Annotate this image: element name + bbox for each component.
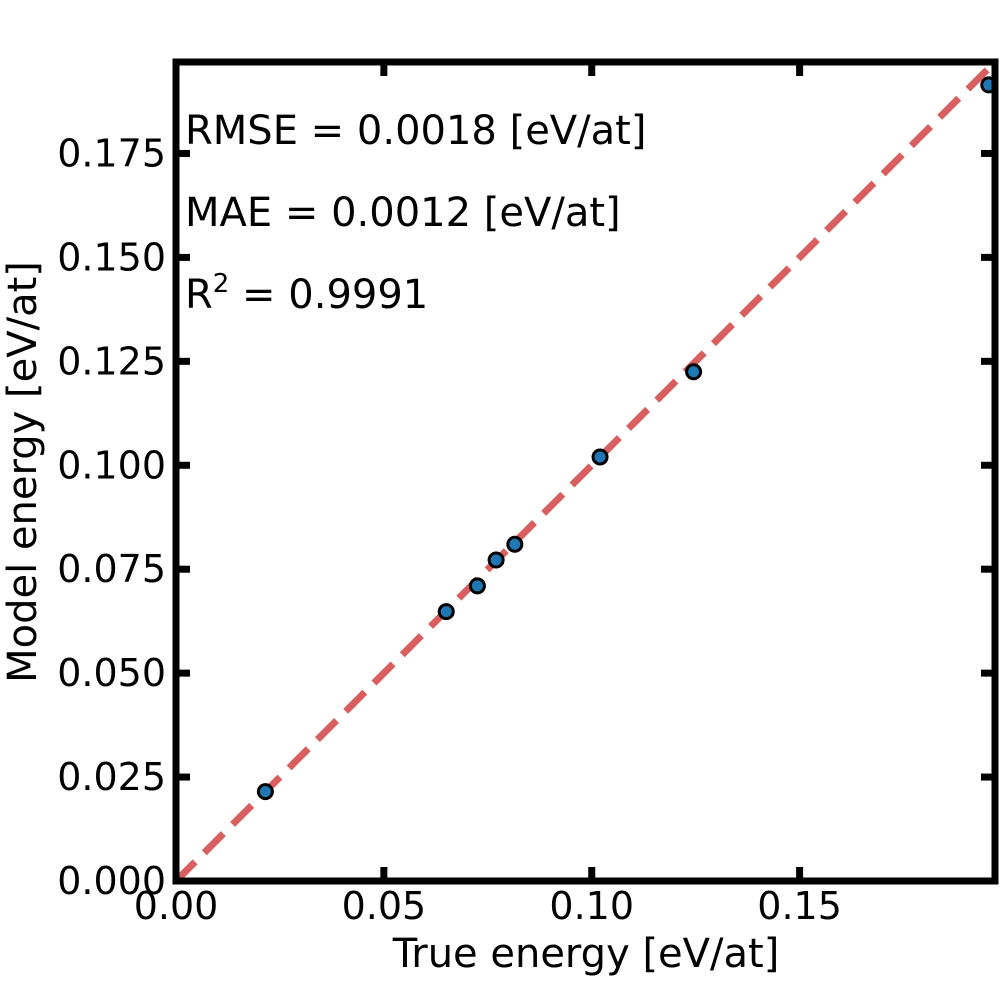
data-point xyxy=(591,448,609,466)
x-tick-label: 0.15 xyxy=(757,884,842,928)
mae-annotation: MAE = 0.0012 [eV/at] xyxy=(185,190,621,236)
data-point xyxy=(487,551,505,569)
y-tick-label: 0.125 xyxy=(57,339,166,383)
data-point xyxy=(256,783,274,801)
rmse-annotation: RMSE = 0.0018 [eV/at] xyxy=(185,108,646,154)
r2-base: R xyxy=(185,272,213,318)
r2-superscript: 2 xyxy=(213,269,230,299)
y-tick-label: 0.100 xyxy=(57,443,166,487)
r2-annotation: R2 = 0.9991 xyxy=(185,269,428,318)
y-tick-label: 0.075 xyxy=(57,547,166,591)
data-point xyxy=(506,535,524,553)
y-tick-label: 0.175 xyxy=(57,131,166,175)
plot-frame xyxy=(172,58,999,885)
y-tick-label: 0.000 xyxy=(57,859,166,903)
y-tick-label: 0.025 xyxy=(57,755,166,799)
plot-layer xyxy=(173,59,998,884)
y-tick-label: 0.150 xyxy=(57,235,166,279)
data-point xyxy=(685,363,703,381)
tick-layer: 0.00 0.05 0.10 0.15 0.000 0.025 0.050 0.075 0.10… xyxy=(57,62,995,928)
y-axis-label: Model energy [eV/at] xyxy=(0,261,46,683)
data-point xyxy=(468,577,486,595)
r2-value: = 0.9991 xyxy=(229,272,428,318)
y-tick-label: 0.050 xyxy=(57,651,166,695)
data-point xyxy=(437,603,455,621)
parity-reference-line xyxy=(173,59,998,884)
x-axis-label: True energy [eV/at] xyxy=(392,931,780,977)
x-tick-label: 0.05 xyxy=(342,884,427,928)
x-tick-label: 0.00 xyxy=(134,884,219,928)
x-tick-label: 0.10 xyxy=(549,884,634,928)
